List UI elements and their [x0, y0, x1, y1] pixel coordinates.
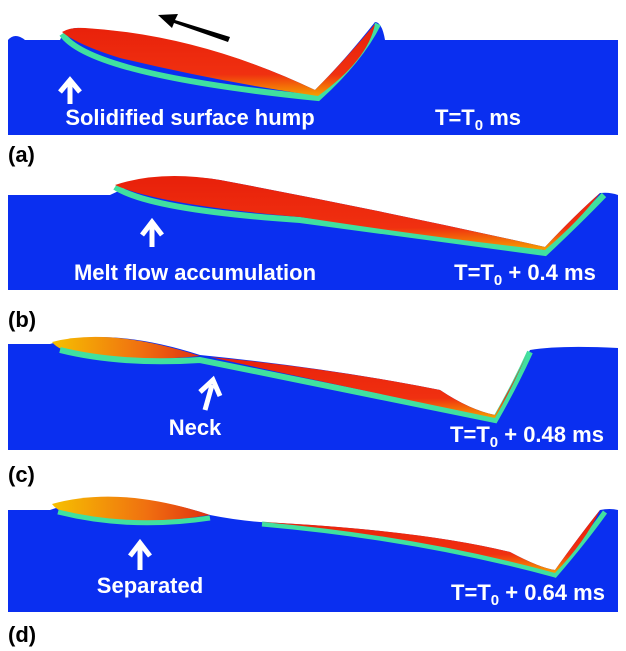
annotation: Separated: [97, 573, 203, 598]
figure: Solidified surface hump T=T0 ms (a) Melt…: [0, 0, 626, 651]
time-sub: 0: [475, 117, 483, 134]
time-label: T=T0 + 0.48 ms: [450, 422, 604, 451]
time-sub: 0: [494, 272, 502, 289]
panel-label: (d): [8, 622, 36, 647]
annotation: Solidified surface hump: [65, 105, 314, 130]
panel-label: (b): [8, 307, 36, 332]
time-label: T=T0 + 0.64 ms: [451, 580, 605, 609]
page: {"panels": [ {"label": "(a)", "annotatio…: [0, 0, 626, 651]
panel-c: Neck T=T0 + 0.48 ms (c): [8, 337, 618, 487]
time-label: T=T0 + 0.4 ms: [454, 260, 596, 289]
time-base: T=T: [454, 260, 494, 285]
time-rest: + 0.4 ms: [502, 260, 596, 285]
annotation: Melt flow accumulation: [74, 260, 316, 285]
time-base: T=T: [451, 580, 491, 605]
time-base: T=T: [450, 422, 490, 447]
panel-label: (a): [8, 142, 35, 167]
time-base: T=T: [435, 105, 475, 130]
time-rest: + 0.48 ms: [498, 422, 604, 447]
time-rest: + 0.64 ms: [499, 580, 605, 605]
panel-d: Separated T=T0 + 0.64 ms (d): [8, 497, 618, 647]
annotation: Neck: [169, 415, 222, 440]
panel-label: (c): [8, 462, 35, 487]
flow-arrow: [158, 14, 230, 42]
time-rest: ms: [483, 105, 521, 130]
panel-a: Solidified surface hump T=T0 ms (a): [8, 14, 618, 167]
time-sub: 0: [490, 434, 498, 451]
time-sub: 0: [491, 592, 499, 609]
panel-b: Melt flow accumulation T=T0 + 0.4 ms (b): [8, 176, 618, 332]
